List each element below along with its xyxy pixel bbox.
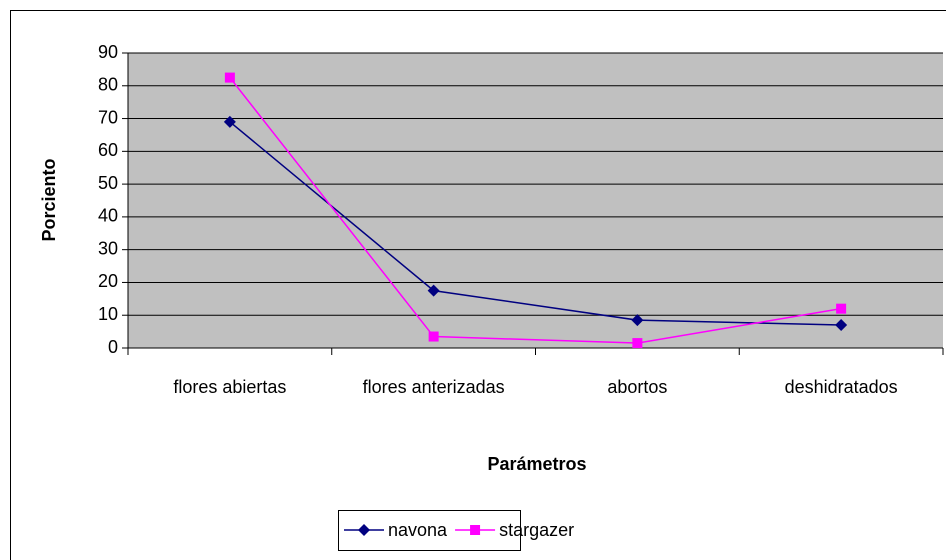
y-tick-label: 50 [98,173,118,193]
marker [428,331,439,342]
y-tick-label: 60 [98,140,118,160]
y-tick-label: 90 [98,42,118,62]
y-axis-title: Porciento [39,158,59,241]
x-tick-label: flores anterizadas [362,377,505,397]
y-tick-label: 80 [98,75,118,95]
legend-label: navona [388,520,448,540]
marker [223,115,236,128]
y-tick-label: 30 [98,238,118,258]
marker [470,525,481,535]
marker [632,338,643,349]
x-tick-label: abortos [607,377,668,397]
marker [427,284,440,297]
x-tick-label: deshidratados [784,377,898,397]
marker [836,303,847,314]
marker [358,524,370,536]
marker [631,314,644,327]
y-tick-label: 0 [108,337,118,357]
y-tick-label: 40 [98,206,118,226]
series-line [229,77,842,344]
y-tick-label: 10 [98,304,118,324]
plot-area [128,53,943,348]
marker [835,319,848,332]
y-tick-label: 20 [98,271,118,291]
marker [224,72,235,83]
y-tick-label: 70 [98,107,118,127]
legend-label: stargazer [499,520,574,540]
x-axis-title: Parámetros [487,454,586,474]
x-tick-label: flores abiertas [173,377,287,397]
